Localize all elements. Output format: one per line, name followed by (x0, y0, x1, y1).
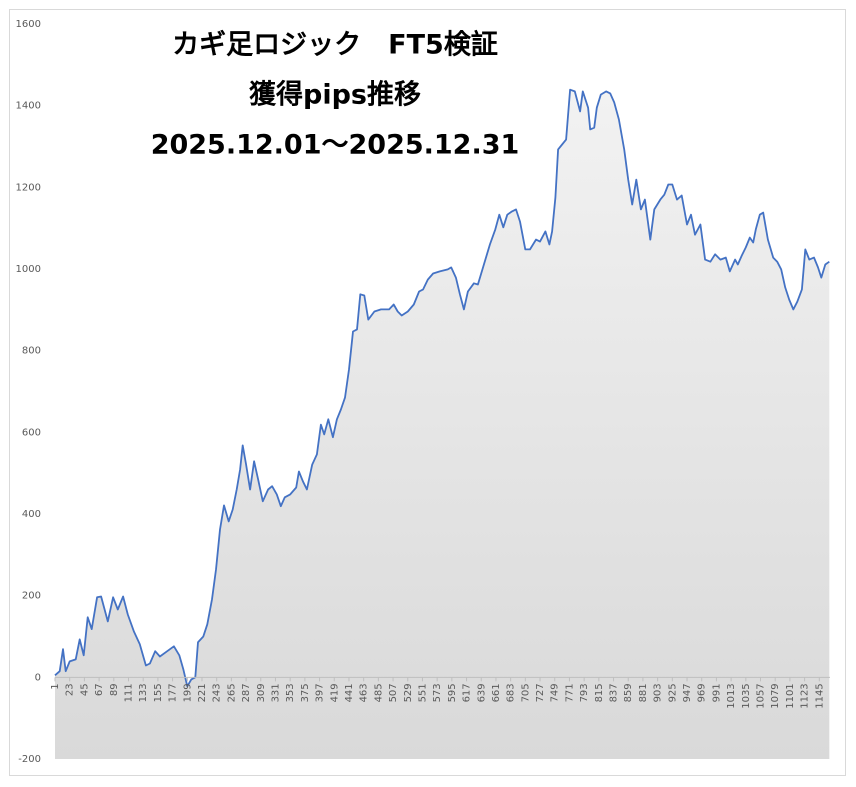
x-tick-label: 837 (609, 683, 620, 702)
x-tick-label: 331 (270, 683, 281, 702)
x-tick-label: 1101 (785, 683, 796, 708)
x-tick-label: 485 (373, 683, 384, 702)
y-tick-label: 400 (22, 509, 41, 520)
x-tick-label: 529 (403, 683, 414, 702)
y-tick-label: 1000 (16, 264, 41, 275)
y-tick-label: 1200 (16, 182, 41, 193)
y-tick-label: 0 (35, 672, 41, 683)
x-tick-label: 177 (168, 683, 179, 702)
x-tick-label: 67 (94, 683, 105, 696)
x-tick-label: 287 (241, 683, 252, 702)
x-tick-label: 639 (476, 683, 487, 702)
x-tick-label: 815 (594, 683, 605, 702)
y-tick-label: 800 (22, 346, 41, 357)
x-tick-label: 199 (182, 683, 193, 702)
x-tick-label: 463 (359, 683, 370, 702)
x-tick-label: 595 (447, 683, 458, 702)
x-tick-label: 1013 (726, 683, 737, 708)
y-tick-label: 600 (22, 427, 41, 438)
x-tick-label: 925 (667, 683, 678, 702)
x-tick-label: 705 (520, 683, 531, 702)
x-tick-label: 1145 (814, 683, 825, 708)
x-tick-label: 265 (226, 683, 237, 702)
x-tick-label: 727 (535, 683, 546, 702)
x-tick-label: 353 (285, 683, 296, 702)
x-tick-label: 397 (315, 683, 326, 702)
x-tick-label: 1079 (770, 683, 781, 708)
x-tick-label: 155 (153, 683, 164, 702)
x-tick-label: 309 (256, 683, 267, 702)
x-tick-label: 683 (506, 683, 517, 702)
area-fill (55, 89, 830, 759)
x-tick-label: 991 (711, 683, 722, 702)
y-tick-label: 1600 (16, 19, 41, 30)
x-tick-label: 771 (564, 683, 575, 702)
x-tick-label: 969 (697, 683, 708, 702)
x-tick-label: 661 (491, 683, 502, 702)
x-tick-label: 419 (329, 683, 340, 702)
x-tick-label: 793 (579, 683, 590, 702)
x-tick-label: 617 (462, 683, 473, 702)
x-tick-label: 507 (388, 683, 399, 702)
x-tick-label: 881 (638, 683, 649, 702)
x-tick-label: 903 (653, 683, 664, 702)
x-tick-label: 1035 (741, 683, 752, 708)
x-tick-label: 947 (682, 683, 693, 702)
x-tick-label: 749 (550, 683, 561, 702)
chart-title: カギ足ロジック FT5検証 (172, 29, 498, 61)
y-tick-label: 200 (22, 591, 41, 602)
x-tick-label: 551 (417, 683, 428, 702)
x-tick-label: 221 (197, 683, 208, 702)
chart-title: 2025.12.01～2025.12.31 (151, 130, 520, 161)
x-tick-label: 441 (344, 683, 355, 702)
x-tick-label: 23 (65, 683, 76, 696)
x-tick-label: 1123 (800, 683, 811, 708)
x-tick-label: 1057 (756, 683, 767, 708)
x-tick-label: 573 (432, 683, 443, 702)
x-tick-label: 111 (123, 683, 134, 702)
x-tick-label: 375 (300, 683, 311, 702)
y-tick-label: 1400 (16, 101, 41, 112)
x-tick-label: 243 (212, 683, 223, 702)
x-tick-label: 859 (623, 683, 634, 702)
y-tick-label: -200 (18, 754, 41, 765)
x-tick-label: 133 (138, 683, 149, 702)
x-tick-label: 45 (79, 683, 90, 696)
x-tick-label: 89 (109, 683, 120, 696)
x-tick-label: 1 (50, 683, 61, 689)
chart-title: 獲得pips推移 (249, 80, 421, 111)
